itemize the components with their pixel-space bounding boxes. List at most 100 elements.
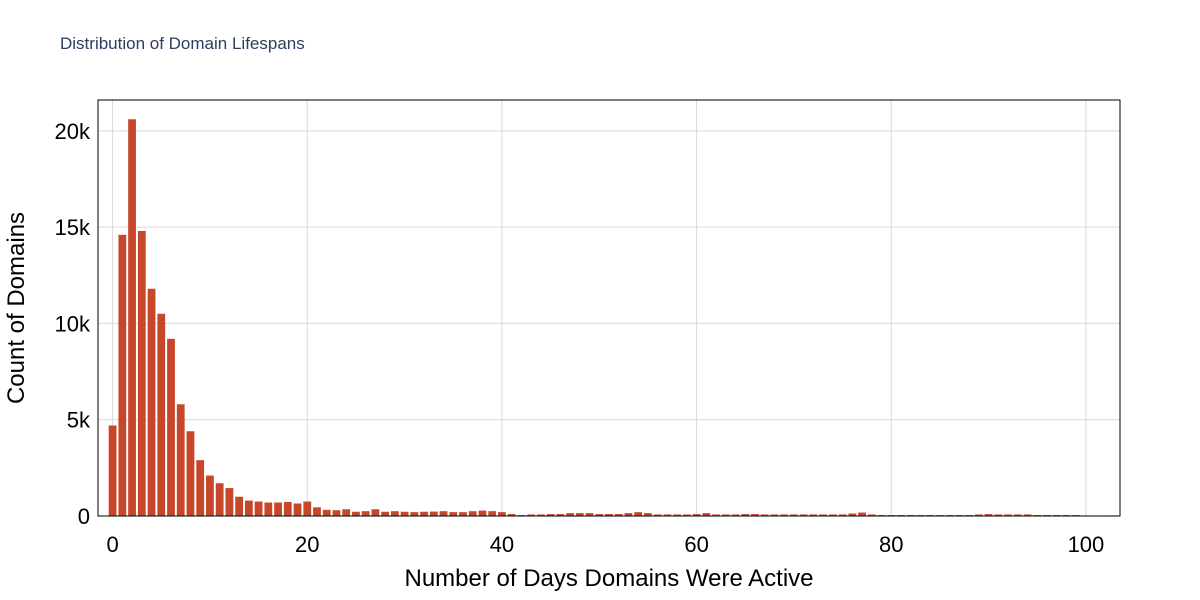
gridlines (98, 100, 1120, 516)
histogram-bar (498, 512, 506, 516)
histogram-bar (644, 513, 652, 516)
histogram-bar (585, 513, 594, 516)
histogram-bar (147, 288, 156, 516)
y-axis-title: Count of Domains (3, 212, 30, 404)
histogram-bar (1004, 514, 1012, 516)
histogram-bar (196, 460, 205, 516)
histogram-bar (176, 404, 185, 516)
histogram-bar (673, 514, 682, 516)
histogram-bar (235, 496, 244, 516)
histogram-bar (624, 513, 633, 516)
histogram-bar (712, 514, 720, 516)
histogram-bar (566, 513, 574, 516)
histogram-bar (468, 511, 477, 516)
histogram-bar (381, 511, 390, 516)
histogram-bar (274, 502, 282, 516)
histogram-bar (848, 513, 857, 516)
histogram-bar (1013, 514, 1022, 516)
histogram-bar (128, 119, 136, 516)
histogram-bar (264, 502, 273, 516)
histogram-bar (721, 514, 730, 516)
x-tick-label: 100 (1068, 532, 1105, 557)
histogram-bar (303, 501, 312, 516)
histogram-bar (244, 500, 253, 516)
y-tick-label: 15k (55, 215, 91, 240)
histogram-bar (819, 514, 828, 516)
histogram-bar (731, 514, 740, 516)
x-tick-label: 80 (879, 532, 903, 557)
histogram-bar (702, 513, 711, 516)
histogram-bar (799, 514, 808, 516)
histogram-bar (653, 514, 662, 516)
histogram-bar (361, 511, 370, 516)
histogram-bar (332, 510, 341, 516)
y-tick-label: 0 (78, 504, 90, 529)
chart-title: Distribution of Domain Lifespans (60, 34, 305, 53)
histogram-bar (400, 511, 409, 516)
histogram-bar (410, 512, 419, 516)
histogram-bar (439, 511, 448, 516)
histogram-bar (994, 514, 1003, 516)
histogram-bar (342, 509, 351, 516)
histogram-bar (167, 338, 175, 516)
histogram-bar (751, 514, 759, 516)
histogram-bar (137, 230, 146, 517)
bars (108, 119, 1120, 517)
histogram-bar (595, 514, 604, 516)
histogram-bar (692, 514, 701, 516)
histogram-bar (634, 512, 643, 516)
histogram-bar (575, 513, 584, 516)
histogram-bar (478, 510, 487, 516)
histogram-bar (449, 512, 458, 516)
y-tick-label: 5k (67, 408, 91, 433)
histogram-bar (614, 514, 623, 516)
histogram-bar (682, 514, 691, 516)
y-axis-ticks: 0 5k 10k 15k 20k (55, 119, 91, 529)
histogram-bar (809, 514, 818, 516)
histogram-bar (556, 514, 565, 516)
histogram-bar (838, 514, 847, 516)
histogram-bar (254, 501, 263, 516)
histogram-bar (108, 425, 117, 516)
histogram-bar (867, 514, 876, 516)
histogram-bar (420, 511, 428, 516)
histogram-bar (828, 514, 837, 516)
histogram-bar (760, 514, 769, 516)
histogram-bar (770, 514, 779, 516)
x-tick-label: 20 (295, 532, 319, 557)
x-tick-label: 0 (106, 532, 118, 557)
histogram-bar (118, 234, 127, 516)
histogram-bar (858, 512, 866, 516)
x-axis-ticks: 0 20 40 60 80 100 (106, 532, 1104, 557)
histogram-bar (186, 431, 195, 516)
histogram-bar (313, 507, 321, 516)
histogram-bar (215, 483, 224, 516)
x-tick-label: 40 (490, 532, 514, 557)
histogram-bar (984, 514, 993, 516)
histogram-bar (283, 501, 292, 516)
x-tick-label: 60 (684, 532, 708, 557)
histogram-bar (206, 475, 214, 516)
histogram-bar (780, 514, 789, 516)
histogram-bar (371, 509, 380, 516)
histogram-bar (741, 514, 750, 516)
histogram-bar (663, 514, 672, 516)
histogram-bar (507, 514, 516, 516)
histogram-bar (790, 514, 798, 516)
histogram-bar (605, 514, 613, 516)
histogram-bar (546, 514, 555, 516)
y-tick-label: 20k (55, 119, 91, 144)
histogram-bar (322, 509, 331, 516)
y-tick-label: 10k (55, 311, 91, 336)
histogram-bar (974, 514, 983, 516)
histogram-bar (293, 503, 302, 516)
histogram-bar (536, 514, 545, 516)
histogram-bar (390, 511, 399, 516)
histogram-bar (527, 514, 536, 516)
histogram-bar (1023, 514, 1032, 516)
histogram-bar (225, 488, 234, 516)
plot-frame (97, 99, 1121, 517)
histogram-bar (488, 511, 497, 516)
histogram-bar (459, 512, 467, 516)
